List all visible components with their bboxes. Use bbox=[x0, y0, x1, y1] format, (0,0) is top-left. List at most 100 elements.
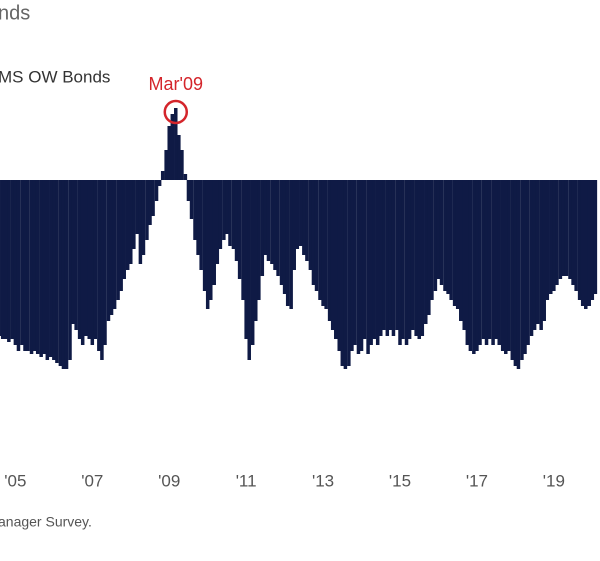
bar bbox=[164, 150, 168, 180]
bar bbox=[439, 180, 444, 285]
bar bbox=[100, 180, 104, 360]
bar bbox=[196, 180, 200, 255]
bar bbox=[257, 180, 261, 300]
bar bbox=[241, 180, 245, 300]
bar bbox=[443, 180, 447, 291]
bar bbox=[407, 180, 412, 339]
bar bbox=[535, 180, 540, 324]
bar bbox=[350, 180, 354, 351]
chart-subtitle: MS OW Bonds bbox=[0, 67, 110, 86]
bar bbox=[587, 180, 591, 306]
bar bbox=[459, 180, 463, 321]
bar bbox=[125, 180, 130, 270]
bar bbox=[468, 180, 473, 351]
bar bbox=[449, 180, 453, 300]
bar bbox=[270, 180, 274, 264]
bar bbox=[49, 180, 53, 357]
bar bbox=[116, 180, 120, 300]
bar bbox=[93, 180, 98, 339]
bar bbox=[340, 180, 345, 366]
bar bbox=[577, 180, 582, 300]
bar bbox=[343, 180, 348, 369]
bar bbox=[295, 180, 300, 249]
bar bbox=[145, 180, 149, 240]
bar bbox=[68, 180, 72, 360]
bar bbox=[446, 180, 450, 294]
bar bbox=[362, 180, 367, 339]
bar bbox=[311, 180, 316, 285]
bar bbox=[209, 180, 213, 300]
bar bbox=[334, 180, 338, 339]
bar bbox=[584, 180, 588, 309]
bar bbox=[401, 180, 405, 339]
chart-title: nds bbox=[0, 2, 30, 24]
bar bbox=[472, 180, 476, 354]
bar bbox=[305, 180, 309, 261]
bar bbox=[23, 180, 27, 351]
bar bbox=[170, 114, 175, 180]
x-tick-label: '09 bbox=[158, 471, 180, 490]
bar bbox=[414, 180, 418, 336]
bar bbox=[359, 180, 364, 351]
bar bbox=[35, 180, 40, 354]
bar bbox=[507, 180, 511, 351]
bar bbox=[404, 180, 409, 345]
bar bbox=[263, 180, 268, 255]
x-tick-label: '11 bbox=[236, 471, 257, 490]
bar bbox=[0, 180, 1, 336]
bar bbox=[129, 180, 133, 264]
bar bbox=[141, 180, 146, 255]
bar bbox=[379, 180, 383, 336]
bar bbox=[0, 180, 5, 339]
bar bbox=[167, 126, 171, 180]
bar bbox=[321, 180, 325, 306]
bar bbox=[430, 180, 434, 300]
bar bbox=[244, 180, 248, 339]
bar bbox=[552, 180, 556, 291]
bar bbox=[282, 180, 287, 294]
bar bbox=[202, 180, 207, 291]
bar bbox=[160, 171, 165, 180]
bar bbox=[20, 180, 24, 345]
bar bbox=[462, 180, 466, 330]
bar bbox=[593, 180, 598, 294]
bar bbox=[436, 180, 441, 279]
bar bbox=[299, 180, 303, 246]
bar bbox=[80, 180, 85, 345]
bar bbox=[222, 180, 226, 240]
bar bbox=[314, 180, 319, 291]
bar bbox=[494, 180, 498, 339]
bar bbox=[218, 180, 223, 249]
bar bbox=[119, 180, 123, 291]
bar bbox=[71, 180, 75, 324]
bar bbox=[55, 180, 59, 363]
bar bbox=[478, 180, 482, 345]
bar bbox=[112, 180, 117, 309]
bar bbox=[16, 180, 21, 351]
bar bbox=[273, 180, 277, 270]
bar bbox=[266, 180, 271, 261]
bar bbox=[590, 180, 595, 300]
bar bbox=[106, 180, 111, 321]
bar bbox=[375, 180, 380, 345]
bar bbox=[356, 180, 361, 354]
bar bbox=[481, 180, 486, 339]
bar bbox=[58, 180, 63, 366]
bar bbox=[484, 180, 489, 345]
bar bbox=[539, 180, 543, 330]
bar bbox=[42, 180, 46, 354]
x-tick-label: '15 bbox=[389, 471, 411, 490]
bar bbox=[564, 180, 569, 276]
bar bbox=[138, 180, 143, 264]
bar bbox=[183, 174, 188, 180]
bar bbox=[347, 180, 351, 366]
x-tick-label: '13 bbox=[312, 471, 334, 490]
bar bbox=[308, 180, 313, 270]
annotation-circle bbox=[163, 99, 189, 125]
bar bbox=[385, 180, 390, 336]
bar bbox=[157, 180, 162, 186]
bar bbox=[327, 180, 332, 321]
bar bbox=[205, 180, 210, 309]
bar bbox=[13, 180, 18, 345]
bar bbox=[388, 180, 393, 330]
